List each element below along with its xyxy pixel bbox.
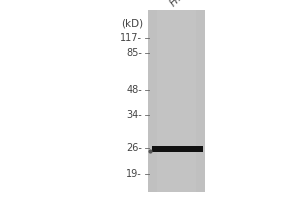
Bar [152,146,203,152]
Text: 26-: 26- [126,143,142,153]
Bar [148,10,205,192]
Text: 19-: 19- [126,169,142,179]
Text: 85-: 85- [126,48,142,58]
Text: 34-: 34- [126,110,142,120]
Text: HT-29: HT-29 [168,0,196,8]
Text: 117-: 117- [120,33,142,43]
Bar [157,10,196,192]
Text: (kD): (kD) [121,18,143,28]
Text: 48-: 48- [126,85,142,95]
